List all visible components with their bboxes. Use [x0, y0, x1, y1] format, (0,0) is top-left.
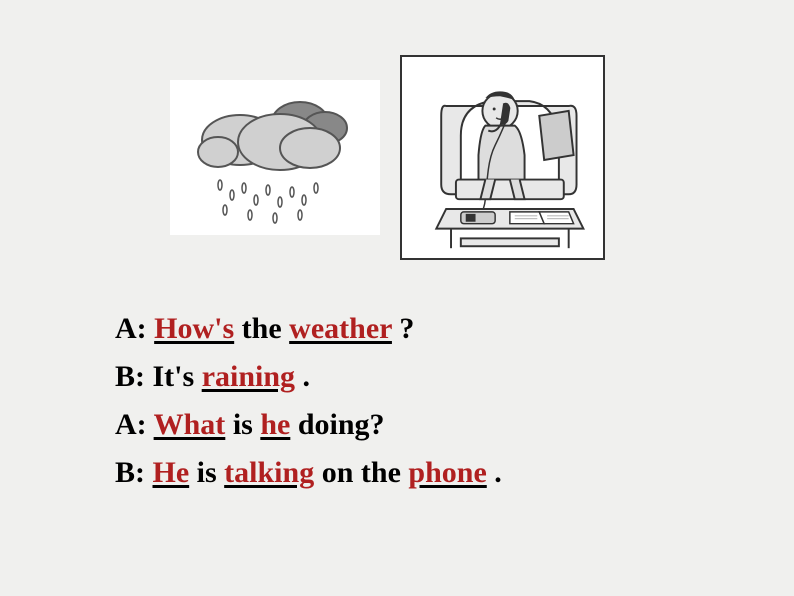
person-on-phone-image: [400, 55, 605, 260]
illustrations-row: [170, 55, 605, 260]
line3-suffix: doing?: [290, 408, 384, 441]
line1-answer2: weather: [289, 312, 392, 345]
line3-answer2: he: [260, 408, 290, 441]
line3-prefix: A:: [115, 408, 154, 441]
rain-cloud-image: [170, 80, 380, 235]
line1-suffix: ?: [392, 312, 415, 345]
line1-mid1: the: [234, 312, 289, 345]
line3-mid1: is: [225, 408, 260, 441]
line3-answer1: What: [154, 408, 226, 441]
line1-answer1: How's: [154, 312, 234, 345]
dialogue-line-3: A: What is he doing?: [115, 401, 715, 449]
line4-answer3: phone: [408, 456, 486, 489]
line4-mid1: is: [189, 456, 224, 489]
line4-mid2: on the: [314, 456, 408, 489]
dialogue-line-1: A: How's the weather ?: [115, 305, 715, 353]
line2-answer1: raining: [202, 360, 295, 393]
line2-prefix: B: It's: [115, 360, 202, 393]
line4-prefix: B:: [115, 456, 153, 489]
line1-prefix: A:: [115, 312, 154, 345]
line4-suffix: .: [487, 456, 502, 489]
line4-answer2: talking: [224, 456, 314, 489]
dialogue-line-2: B: It's raining .: [115, 353, 715, 401]
line4-answer1: He: [153, 456, 190, 489]
line2-suffix: .: [295, 360, 310, 393]
dialogue-line-4: B: He is talking on the phone .: [115, 449, 715, 497]
dialogue-block: A: How's the weather ? B: It's raining .…: [115, 305, 715, 497]
